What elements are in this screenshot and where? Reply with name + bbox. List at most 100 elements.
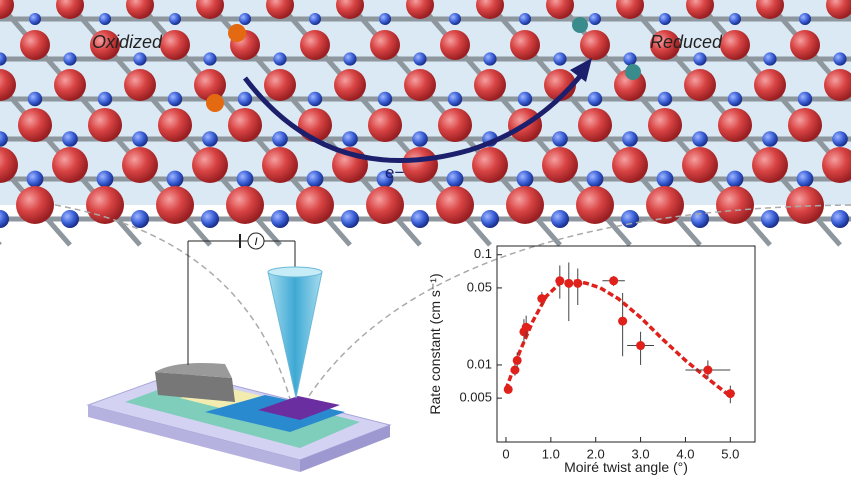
atom [546, 0, 574, 19]
atom [833, 52, 847, 66]
data-point [521, 322, 531, 332]
atom [90, 30, 120, 60]
x-tick-label: 0 [502, 446, 509, 461]
oxidized-label: Oxidized [92, 32, 163, 52]
atom [262, 147, 298, 183]
atom [131, 210, 149, 228]
electron-label: e− [385, 163, 404, 182]
atom [404, 69, 436, 101]
atom [196, 0, 224, 19]
atom [226, 186, 264, 224]
atom [729, 13, 741, 25]
atom [88, 108, 122, 142]
atom [682, 147, 718, 183]
atom [623, 52, 637, 66]
atom [438, 108, 472, 142]
atom [271, 210, 289, 228]
atom [754, 69, 786, 101]
atom [18, 108, 52, 142]
atom [657, 91, 673, 107]
atom [440, 30, 470, 60]
atom [309, 13, 321, 25]
atom [0, 69, 16, 101]
atom [20, 30, 50, 60]
atom [402, 147, 438, 183]
atom [693, 52, 707, 66]
atom [239, 13, 251, 25]
data-point [618, 316, 628, 326]
atom [99, 13, 111, 25]
connector [299, 204, 851, 411]
atom [510, 30, 540, 60]
atom [587, 91, 603, 107]
data-point [725, 389, 735, 399]
connector [54, 204, 294, 411]
current-label: I [254, 236, 257, 248]
atom [474, 69, 506, 101]
atom [799, 13, 811, 25]
data-point [609, 276, 619, 286]
atom [720, 30, 750, 60]
atom [27, 91, 43, 107]
atom [411, 210, 429, 228]
atom [580, 30, 610, 60]
atom [542, 147, 578, 183]
atom [406, 0, 434, 19]
atom [0, 210, 9, 228]
atom [203, 52, 217, 66]
chart: 0 1.0 2.0 3.0 4.0 5.0 0.005 0.01 0.05 0.1 Moiré tw… [427, 245, 756, 475]
device [86, 232, 392, 472]
atom [727, 91, 743, 107]
atom [156, 186, 194, 224]
atom [692, 131, 708, 147]
atom [646, 186, 684, 224]
x-tick-label: 1.0 [542, 446, 560, 461]
atom [686, 0, 714, 19]
atom [62, 131, 78, 147]
atom [824, 69, 851, 101]
data-point [564, 278, 574, 288]
atom [266, 0, 294, 19]
transfer-arrow [243, 68, 587, 163]
atom [237, 91, 253, 107]
atom [96, 170, 114, 188]
atom [201, 210, 219, 228]
atom [516, 170, 534, 188]
atom [589, 13, 601, 25]
atom [726, 170, 744, 188]
atom [831, 210, 849, 228]
data-point [703, 365, 713, 375]
atom [551, 210, 569, 228]
atom [122, 147, 158, 183]
atom [377, 91, 393, 107]
y-tick-label: 0.05 [467, 279, 492, 294]
atom [763, 52, 777, 66]
atom [272, 131, 288, 147]
atom [413, 52, 427, 66]
atom [578, 108, 612, 142]
atom [273, 52, 287, 66]
fit-curve [504, 279, 732, 398]
atom [412, 131, 428, 147]
atom [61, 210, 79, 228]
atom [368, 108, 402, 142]
atom [0, 0, 14, 19]
atom [519, 13, 531, 25]
atom [306, 170, 324, 188]
atom [586, 170, 604, 188]
atom [52, 147, 88, 183]
atom [761, 210, 779, 228]
atom [97, 91, 113, 107]
atom [29, 13, 41, 25]
data-point [573, 278, 583, 288]
atom [379, 13, 391, 25]
atom [832, 131, 848, 147]
data-point [503, 384, 513, 394]
atom [716, 186, 754, 224]
atom [517, 91, 533, 107]
atom [124, 69, 156, 101]
atom [341, 210, 359, 228]
atom [481, 210, 499, 228]
atom [622, 131, 638, 147]
